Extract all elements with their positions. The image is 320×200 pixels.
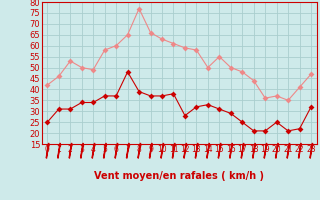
X-axis label: Vent moyen/en rafales ( km/h ): Vent moyen/en rafales ( km/h ) <box>94 171 264 181</box>
